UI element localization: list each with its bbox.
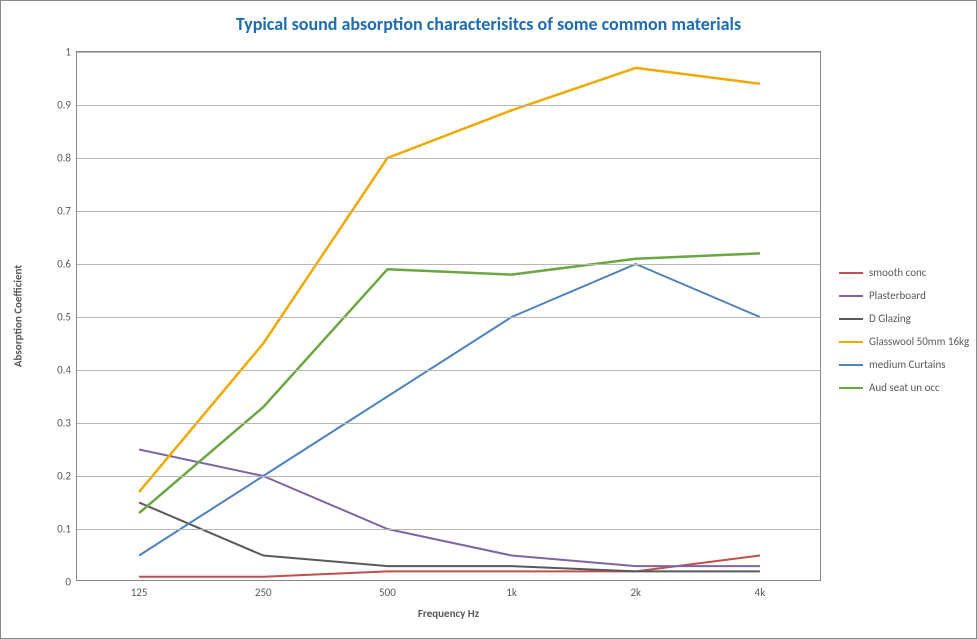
x-tick-label: 250 — [255, 580, 272, 599]
gridline-h — [77, 105, 820, 106]
series-line — [139, 68, 760, 492]
gridline-h — [77, 370, 820, 371]
series-line — [139, 503, 760, 572]
y-axis-label: Absorption Coefficient — [12, 265, 25, 367]
x-tick-label: 4k — [755, 580, 766, 599]
legend-swatch — [839, 387, 863, 389]
gridline-h — [77, 264, 820, 265]
gridline-h — [77, 529, 820, 530]
chart-container: Typical sound absorption characterisitcs… — [0, 0, 977, 639]
legend-label: medium Curtains — [869, 358, 946, 371]
gridline-h — [77, 158, 820, 159]
y-tick-label: 0.6 — [57, 258, 77, 271]
y-tick-label: 0.9 — [57, 99, 77, 112]
gridline-h — [77, 476, 820, 477]
legend-item: Plasterboard — [839, 289, 969, 302]
x-tick-label: 1k — [506, 580, 517, 599]
legend-item: Aud seat un occ — [839, 381, 969, 394]
legend-swatch — [839, 341, 863, 343]
plot-area: 00.10.20.30.40.50.60.70.80.911252505001k… — [76, 51, 821, 581]
legend-item: medium Curtains — [839, 358, 969, 371]
legend-swatch — [839, 364, 863, 366]
legend-item: Glasswool 50mm 16kg — [839, 335, 969, 348]
y-tick-label: 0.3 — [57, 417, 77, 430]
legend-label: Aud seat un occ — [869, 381, 940, 394]
x-tick-label: 500 — [379, 580, 396, 599]
legend-item: D Glazing — [839, 312, 969, 325]
y-tick-label: 0.7 — [57, 205, 77, 218]
series-line — [139, 264, 760, 556]
legend-label: Plasterboard — [869, 289, 926, 302]
legend-swatch — [839, 318, 863, 320]
y-tick-label: 1 — [65, 46, 77, 59]
y-tick-label: 0.8 — [57, 152, 77, 165]
legend: smooth conc Plasterboard D Glazing Glasswoo… — [839, 266, 969, 404]
series-line — [139, 253, 760, 513]
x-tick-label: 2k — [630, 580, 641, 599]
legend-label: Glasswool 50mm 16kg — [869, 335, 969, 348]
gridline-h — [77, 317, 820, 318]
x-axis-label: Frequency Hz — [418, 607, 479, 620]
gridline-h — [77, 52, 820, 53]
legend-swatch — [839, 295, 863, 297]
legend-label: smooth conc — [869, 266, 926, 279]
y-tick-label: 0.2 — [57, 470, 77, 483]
legend-item: smooth conc — [839, 266, 969, 279]
legend-label: D Glazing — [869, 312, 911, 325]
chart-title: Typical sound absorption characterisitcs… — [1, 13, 976, 35]
legend-swatch — [839, 272, 863, 274]
gridline-h — [77, 211, 820, 212]
y-tick-label: 0 — [65, 576, 77, 589]
series-line — [139, 450, 760, 567]
y-tick-label: 0.1 — [57, 523, 77, 536]
x-tick-label: 125 — [131, 580, 148, 599]
y-tick-label: 0.5 — [57, 311, 77, 324]
gridline-h — [77, 423, 820, 424]
y-tick-label: 0.4 — [57, 364, 77, 377]
